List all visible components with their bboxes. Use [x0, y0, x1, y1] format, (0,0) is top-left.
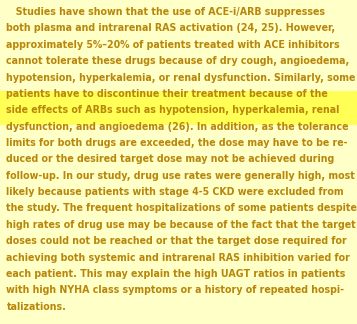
Bar: [0, 91, 357, 125]
Text: approximately 5%–20% of patients treated with ACE inhibitors: approximately 5%–20% of patients treated…: [6, 40, 340, 50]
Text: high rates of drug use may be because of the fact that the target: high rates of drug use may be because of…: [6, 220, 356, 230]
Text: talizations.: talizations.: [6, 302, 66, 312]
Text: each patient. This may explain the high UAGT ratios in patients: each patient. This may explain the high …: [6, 269, 346, 279]
Text: Studies have shown that the use of ACE-i/ARB suppresses: Studies have shown that the use of ACE-i…: [6, 7, 326, 17]
Text: limits for both drugs are exceeded, the dose may have to be re-: limits for both drugs are exceeded, the …: [6, 138, 348, 148]
Text: cannot tolerate these drugs because of dry cough, angioedema,: cannot tolerate these drugs because of d…: [6, 56, 350, 66]
Text: with high NYHA class symptoms or a history of repeated hospi-: with high NYHA class symptoms or a histo…: [6, 285, 345, 295]
Text: both plasma and intrarenal RAS activation (24, 25). However,: both plasma and intrarenal RAS activatio…: [6, 24, 336, 33]
Text: duced or the desired target dose may not be achieved during: duced or the desired target dose may not…: [6, 155, 335, 164]
Text: achieving both systemic and intrarenal RAS inhibition varied for: achieving both systemic and intrarenal R…: [6, 253, 350, 262]
Text: follow-up. In our study, drug use rates were generally high, most: follow-up. In our study, drug use rates …: [6, 171, 355, 181]
Text: patients have to discontinue their treatment because of the: patients have to discontinue their treat…: [6, 89, 328, 99]
Text: doses could not be reached or that the target dose required for: doses could not be reached or that the t…: [6, 236, 347, 246]
Text: side effects of ARBs such as hypotension, hyperkalemia, renal: side effects of ARBs such as hypotension…: [6, 105, 340, 115]
Text: likely because patients with stage 4-5 CKD were excluded from: likely because patients with stage 4-5 C…: [6, 187, 344, 197]
Text: dysfunction, and angioedema (26). In addition, as the tolerance: dysfunction, and angioedema (26). In add…: [6, 122, 349, 132]
Text: the study. The frequent hospitalizations of some patients despite: the study. The frequent hospitalizations…: [6, 203, 357, 214]
Text: hypotension, hyperkalemia, or renal dysfunction. Similarly, some: hypotension, hyperkalemia, or renal dysf…: [6, 73, 356, 83]
